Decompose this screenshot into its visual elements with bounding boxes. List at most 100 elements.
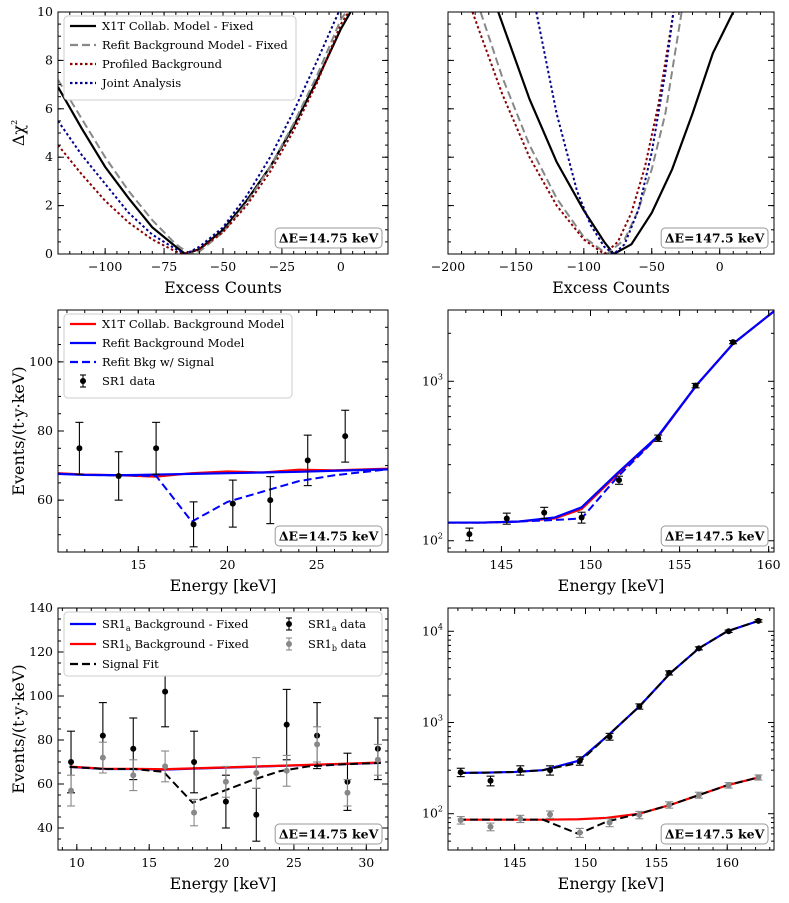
series-line-2	[471, 12, 675, 254]
data-point	[606, 733, 613, 740]
y-tick-label: 4	[45, 149, 53, 164]
x-tick-label: 145	[503, 855, 527, 870]
data-point	[99, 754, 106, 761]
data-point	[457, 817, 464, 824]
x-tick-label: 15	[130, 557, 146, 572]
x-axis-label: Energy [keV]	[170, 874, 277, 893]
series-line-3	[535, 12, 675, 254]
x-tick-label: 0	[337, 259, 345, 274]
data-point	[253, 811, 260, 818]
x-tick-label: −100	[567, 259, 601, 274]
y-tick-label: 2	[45, 198, 53, 213]
data-point	[576, 757, 583, 764]
y-tick-label: 100	[29, 354, 53, 369]
x-tick-label: 25	[309, 557, 325, 572]
data-point	[755, 617, 762, 624]
data-point	[267, 497, 274, 504]
data-point	[190, 521, 197, 528]
x-tick-label: 20	[220, 557, 236, 572]
data-point	[636, 811, 643, 818]
y-axis-label: Δχ2	[9, 120, 28, 146]
data-point	[487, 777, 494, 784]
legend-label: Profiled Background	[102, 57, 223, 71]
annotation-box	[660, 823, 769, 845]
legend-label: Signal Fit	[102, 657, 159, 671]
x-tick-label: 160	[715, 855, 739, 870]
x-tick-label: −50	[639, 259, 665, 274]
legend-box	[63, 15, 297, 101]
data-point	[578, 514, 585, 521]
x-tick-label: −100	[88, 259, 122, 274]
x-axis-label: Energy [keV]	[558, 576, 665, 595]
y-tick-label: 80	[37, 732, 53, 747]
y-tick-label: 40	[37, 820, 53, 835]
annotation-label: ΔE=14.75 keV	[279, 827, 379, 842]
data-point	[342, 433, 349, 440]
annotation-box	[274, 823, 383, 845]
x-tick-label: 155	[668, 557, 692, 572]
data-point	[666, 669, 673, 676]
legend-label: X1T Collab. Model - Fixed	[102, 19, 254, 33]
panel-p5: 10 15 20 25 30 40 60 80 100 120 140 Energy [keV] Eve…	[9, 600, 389, 893]
series-line-3	[58, 12, 340, 254]
data-point	[76, 445, 83, 452]
series-line-1	[69, 761, 381, 771]
x-tick-label: 15	[141, 855, 157, 870]
series-line-2	[457, 619, 759, 774]
legend-label: Refit Background Model	[102, 336, 245, 350]
data-point	[487, 823, 494, 830]
series-line-0	[448, 310, 774, 524]
x-tick-label: 0	[716, 259, 724, 274]
y-tick-label: 103	[422, 372, 443, 388]
y-tick-label: 60	[37, 492, 53, 507]
x-tick-label: 25	[286, 855, 302, 870]
series-line-2	[58, 12, 350, 254]
series-line-2	[448, 310, 774, 524]
x-tick-label: 150	[579, 557, 603, 572]
annotation-box	[274, 227, 383, 249]
x-tick-label: −25	[269, 259, 295, 274]
data-point	[304, 457, 311, 464]
data-point	[655, 435, 662, 442]
x-axis-label: Excess Counts	[164, 278, 282, 297]
data-point	[162, 763, 169, 770]
plot-area	[58, 409, 388, 548]
data-point	[725, 782, 732, 789]
data-point	[547, 767, 554, 774]
y-tick-label: 104	[422, 622, 443, 638]
x-tick-label: −200	[431, 259, 465, 274]
x-axis-label: Energy [keV]	[558, 874, 665, 893]
x-tick-label: 150	[574, 855, 598, 870]
series-line-1	[448, 310, 774, 524]
series-line-2	[69, 761, 381, 804]
annotation-box	[660, 525, 769, 547]
legend-swatch	[286, 641, 292, 647]
legend-label: Refit Background Model - Fixed	[102, 38, 288, 52]
panel-p2: −200 −150 −100 −50 0 Excess Counts ΔE=147.5 ke…	[431, 11, 775, 297]
y-tick-label: 60	[37, 776, 53, 791]
x-tick-label: 160	[757, 557, 781, 572]
data-point	[222, 798, 229, 805]
data-point	[692, 382, 699, 389]
y-tick-label: 10	[37, 4, 53, 19]
data-point	[547, 811, 554, 818]
data-point	[283, 721, 290, 728]
data-point	[229, 500, 236, 507]
data-point	[222, 778, 229, 785]
legend-swatch	[286, 621, 292, 627]
legend-box	[63, 313, 293, 399]
data-point	[374, 756, 381, 763]
data-point	[283, 767, 290, 774]
series-line-2	[58, 468, 388, 523]
data-point	[725, 628, 732, 635]
x-axis-label: Excess Counts	[552, 278, 670, 297]
data-point	[130, 745, 137, 752]
y-tick-label: 140	[29, 600, 53, 615]
data-point	[68, 787, 75, 794]
plot-area	[448, 310, 774, 542]
legend-label: Joint Analysis	[101, 76, 181, 90]
annotation-label: ΔE=147.5 keV	[665, 529, 765, 544]
series-line-1	[58, 468, 388, 477]
data-point	[253, 770, 260, 776]
